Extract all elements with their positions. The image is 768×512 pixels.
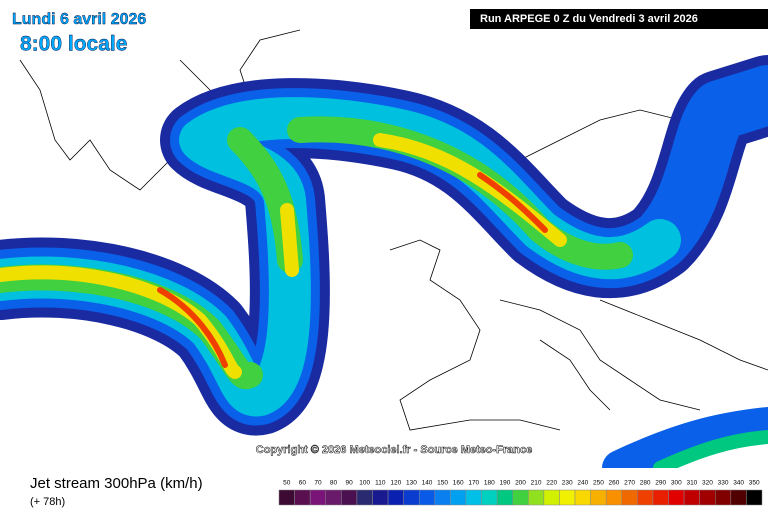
- scale-swatch: [418, 489, 436, 506]
- scale-swatch: [325, 489, 342, 506]
- scale-label: 200: [515, 480, 526, 487]
- scale-swatch: [543, 489, 560, 506]
- scale-swatch: [528, 489, 545, 506]
- scale-label: 100: [359, 480, 370, 487]
- copyright: Copyright © 2026 Meteociel.fr - Source M…: [256, 444, 532, 456]
- scale-swatch: [683, 489, 700, 506]
- scale-swatch: [730, 489, 747, 506]
- scale-label: 290: [655, 480, 666, 487]
- scale-swatch: [652, 489, 669, 506]
- scale-label: 310: [686, 480, 697, 487]
- scale-label: 180: [484, 480, 495, 487]
- scale-label: 60: [299, 480, 307, 487]
- scale-swatch: [481, 489, 498, 506]
- scale-label: 220: [546, 480, 557, 487]
- scale-swatch: [637, 489, 654, 506]
- scale-label: 320: [702, 480, 713, 487]
- scale-label: 350: [749, 480, 760, 487]
- scale-label: 90: [345, 480, 353, 487]
- scale-swatch: [465, 489, 482, 506]
- scale-swatch: [294, 489, 311, 506]
- scale-swatch: [559, 489, 576, 506]
- scale-swatch: [512, 489, 529, 506]
- scale-label: 160: [453, 480, 464, 487]
- time-label: 8:00 locale: [20, 33, 127, 56]
- scale-swatch: [309, 489, 326, 506]
- scale-label: 170: [468, 480, 479, 487]
- jet-stream: [0, 55, 768, 486]
- scale-label: 190: [499, 480, 510, 487]
- date-label: Lundi 6 avril 2026: [12, 11, 146, 28]
- scale-swatch: [387, 489, 404, 506]
- scale-swatch: [605, 489, 623, 506]
- scale-label: 340: [733, 480, 744, 487]
- scale-swatch: [621, 489, 638, 506]
- color-scale: 50 60 70 80 90 100 110 120 130 140 150 160 170 180 190…: [278, 480, 763, 506]
- scale-swatch: [574, 489, 591, 506]
- footer-title: Jet stream 300hPa (km/h): [30, 475, 203, 492]
- scale-label: 130: [406, 480, 417, 487]
- scale-swatch: [715, 489, 732, 506]
- scale-label: 330: [718, 480, 729, 487]
- footer-lead: (+ 78h): [30, 496, 65, 508]
- scale-swatch: [278, 489, 295, 506]
- scale-label: 270: [624, 480, 635, 487]
- scale-swatch: [699, 489, 716, 506]
- scale-swatch: [746, 489, 763, 506]
- coastlines: [19, 29, 768, 431]
- scale-swatch: [590, 489, 607, 506]
- scale-label: 140: [422, 480, 433, 487]
- scale-label: 70: [314, 480, 322, 487]
- scale-label: 120: [390, 480, 401, 487]
- scale-label: 50: [283, 480, 291, 487]
- scale-swatch: [372, 489, 389, 506]
- scale-label: 110: [375, 480, 386, 487]
- run-box: [470, 9, 768, 29]
- scale-label: 260: [609, 480, 620, 487]
- scale-swatch: [668, 489, 685, 506]
- scale-label: 280: [640, 480, 651, 487]
- scale-swatch: [434, 489, 451, 506]
- scale-label: 150: [437, 480, 448, 487]
- scale-swatch: [496, 489, 513, 506]
- scale-label: 300: [671, 480, 682, 487]
- map: [0, 29, 768, 486]
- scale-swatch: [403, 489, 420, 506]
- scale-label: 210: [531, 480, 542, 487]
- scale-swatch: [450, 489, 467, 506]
- scale-label: 230: [562, 480, 573, 487]
- run-label: Run ARPEGE 0 Z du Vendredi 3 avril 2026: [480, 13, 698, 25]
- scale-label: 80: [330, 480, 338, 487]
- scale-swatch: [356, 489, 373, 506]
- scale-label: 250: [593, 480, 604, 487]
- scale-swatch: [341, 489, 358, 506]
- scale-label: 240: [577, 480, 588, 487]
